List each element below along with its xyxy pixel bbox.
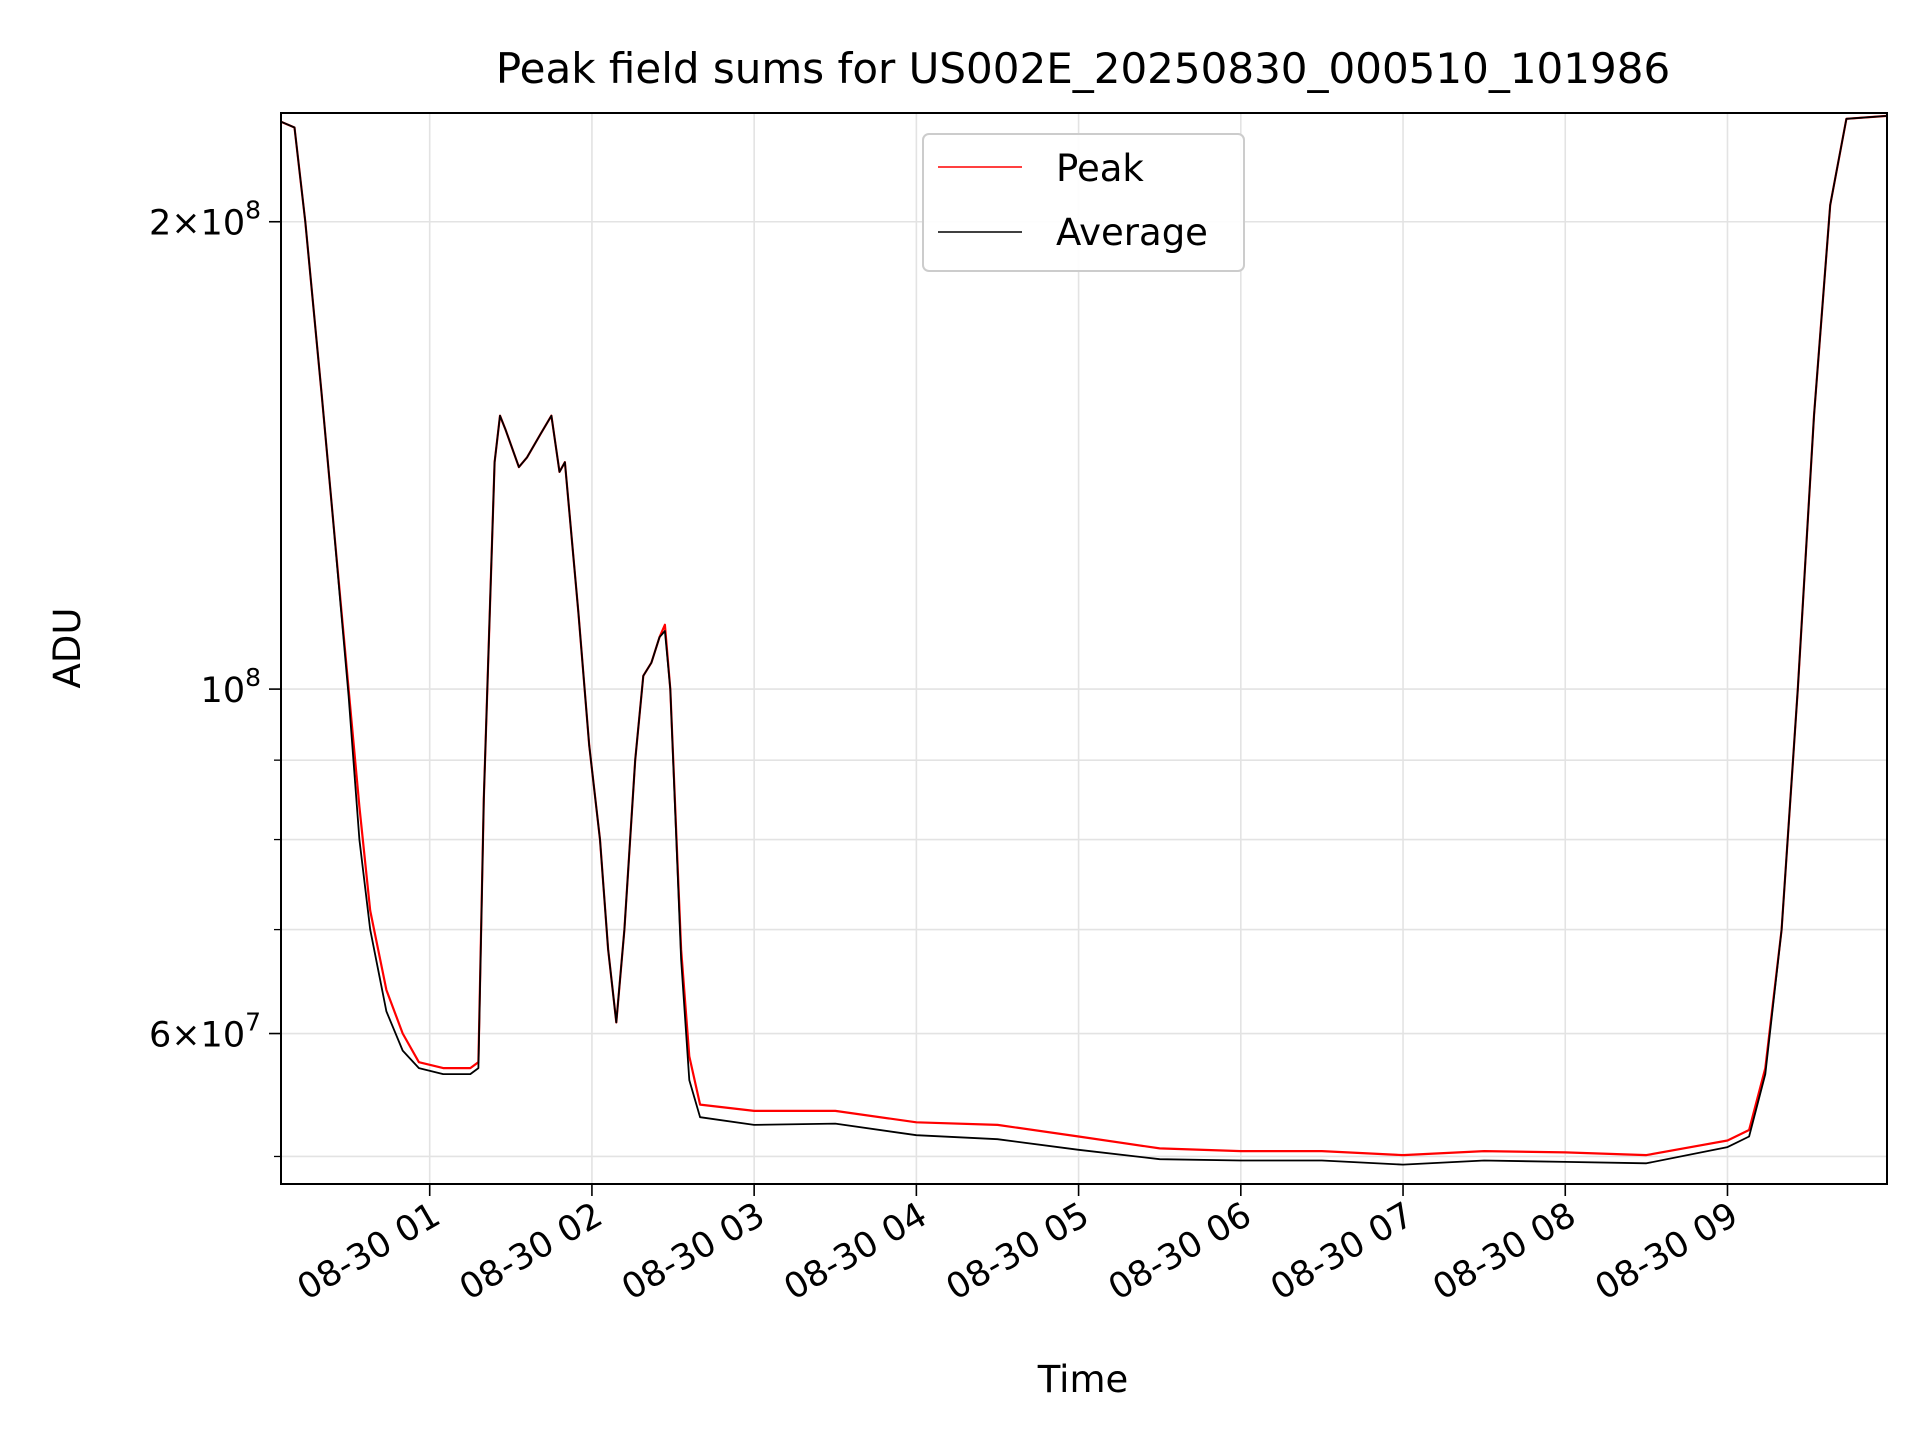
legend-label-average: Average xyxy=(1056,211,1208,254)
legend-box xyxy=(922,133,1245,272)
plot-series xyxy=(280,114,1888,1166)
y-tick-label: 108 xyxy=(201,663,261,711)
x-axis-label: Time xyxy=(1037,1358,1129,1401)
y-tick-label: 6×107 xyxy=(149,1008,261,1056)
legend: Peak Average xyxy=(922,133,1245,272)
chart-title: Peak field sums for US002E_20250830_0005… xyxy=(496,44,1670,93)
y-tick-label: 2×108 xyxy=(149,196,261,244)
plot-frame xyxy=(280,112,1888,1185)
grid xyxy=(281,113,1887,1184)
legend-label-peak: Peak xyxy=(1056,147,1144,190)
y-axis: 6×107 108 2×108 xyxy=(149,196,281,1158)
series-line-average xyxy=(280,115,1888,1166)
y-axis-label: ADU xyxy=(46,608,89,689)
